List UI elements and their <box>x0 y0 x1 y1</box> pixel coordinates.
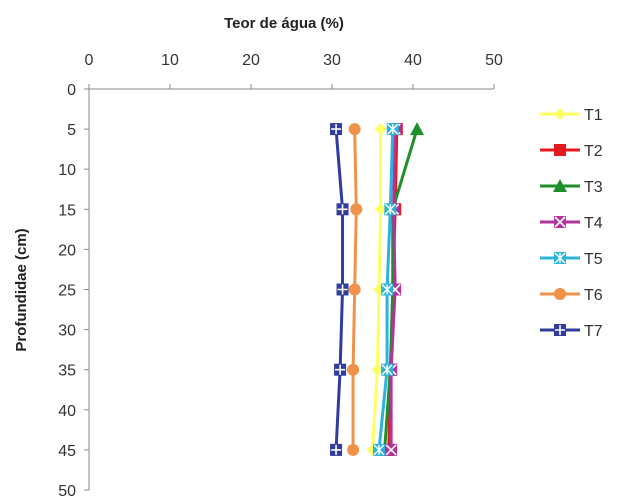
y-tick-label: 30 <box>58 323 76 340</box>
y-tick-label: 15 <box>58 202 76 219</box>
legend-marker <box>554 144 566 156</box>
series-t1 <box>366 123 387 456</box>
legend-item-t5: T5 <box>540 251 603 268</box>
x-tick-label: 50 <box>485 52 503 69</box>
x-tick-label: 20 <box>242 52 260 69</box>
legend-item-t3: T3 <box>540 179 603 196</box>
y-tick-label: 35 <box>58 363 76 380</box>
legend-marker <box>554 252 566 264</box>
data-point <box>347 363 360 376</box>
legend-marker <box>554 324 566 336</box>
data-point <box>334 363 347 376</box>
legend-label: T1 <box>584 107 603 124</box>
series-t5 <box>372 123 399 456</box>
y-tick-label: 50 <box>58 483 76 500</box>
y-tick-label: 5 <box>67 122 76 139</box>
data-point <box>330 123 343 136</box>
series-layer <box>330 122 425 456</box>
legend-item-t2: T2 <box>540 143 603 160</box>
x-tick-label: 30 <box>323 52 341 69</box>
x-axis-title: Teor de água (%) <box>224 15 344 32</box>
data-point <box>410 122 425 136</box>
data-point <box>385 443 398 456</box>
data-point <box>372 443 385 456</box>
legend-label: T7 <box>584 323 603 340</box>
legend-label: T6 <box>584 287 603 304</box>
legend-label: T5 <box>584 251 603 268</box>
legend-item-t4: T4 <box>540 215 603 232</box>
data-point <box>348 283 361 296</box>
y-tick-label: 45 <box>58 443 76 460</box>
data-point <box>371 363 384 376</box>
y-tick-label: 20 <box>58 242 76 259</box>
legend-item-t1: T1 <box>540 107 603 124</box>
y-tick-label: 25 <box>58 283 76 300</box>
legend: T1 T2 T3 T4 T5 T6 T7 <box>540 107 603 340</box>
legend-item-t7: T7 <box>540 323 603 340</box>
data-point <box>374 123 387 136</box>
data-point <box>347 443 360 456</box>
legend-marker <box>554 288 566 300</box>
y-tick-label: 0 <box>67 82 76 99</box>
y-tick-label: 10 <box>58 162 76 179</box>
data-point <box>350 203 363 216</box>
data-point <box>330 443 343 456</box>
legend-label: T4 <box>584 215 603 232</box>
x-tick-label: 40 <box>404 52 422 69</box>
data-point <box>381 363 394 376</box>
x-tick-label: 0 <box>85 52 94 69</box>
legend-item-t6: T6 <box>540 287 603 304</box>
data-point <box>384 203 397 216</box>
y-axis-ticks: 0 5 10 15 20 25 30 35 40 45 50 <box>58 82 89 500</box>
data-point <box>348 123 361 136</box>
data-point <box>374 203 387 216</box>
legend-marker <box>553 179 567 192</box>
legend-label: T3 <box>584 179 603 196</box>
x-tick-label: 10 <box>161 52 179 69</box>
data-point <box>336 203 349 216</box>
data-point <box>381 283 394 296</box>
y-axis-title: Profundidae (cm) <box>13 228 30 351</box>
series-t7 <box>330 123 349 456</box>
series-t6 <box>347 123 363 456</box>
legend-label: T2 <box>584 143 603 160</box>
legend-marker <box>554 216 566 228</box>
data-point <box>386 123 399 136</box>
legend-marker <box>554 108 566 120</box>
x-axis-ticks: 0 10 20 30 40 50 <box>85 52 503 89</box>
y-tick-label: 40 <box>58 403 76 420</box>
data-point <box>336 283 349 296</box>
